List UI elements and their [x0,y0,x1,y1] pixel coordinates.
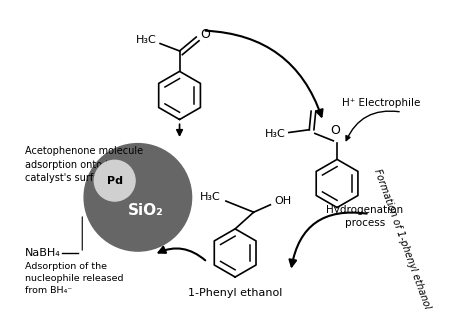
Text: Hydrogenation
process: Hydrogenation process [326,205,403,228]
Circle shape [84,144,191,251]
Circle shape [94,160,135,201]
Text: H₃C: H₃C [200,192,220,202]
Text: Adsorption of the
nucleophile released
from BH₄⁻: Adsorption of the nucleophile released f… [25,262,123,295]
Text: O: O [200,28,210,41]
Text: Formation of 1-phenyl ethanol: Formation of 1-phenyl ethanol [372,168,432,310]
Text: Pd: Pd [107,176,123,186]
Text: O: O [330,124,340,137]
Text: SiO₂: SiO₂ [128,203,163,218]
Text: H⁺ Electrophile: H⁺ Electrophile [342,98,420,108]
Text: 1-Phenyl ethanol: 1-Phenyl ethanol [188,288,283,298]
Text: H₃C: H₃C [136,35,156,45]
Text: NaBH₄: NaBH₄ [25,248,61,258]
Text: Acetophenone molecule
adsorption onto the
catalyst's surface: Acetophenone molecule adsorption onto th… [25,146,143,183]
Text: H₃C: H₃C [264,129,285,139]
Text: OH: OH [274,196,291,206]
